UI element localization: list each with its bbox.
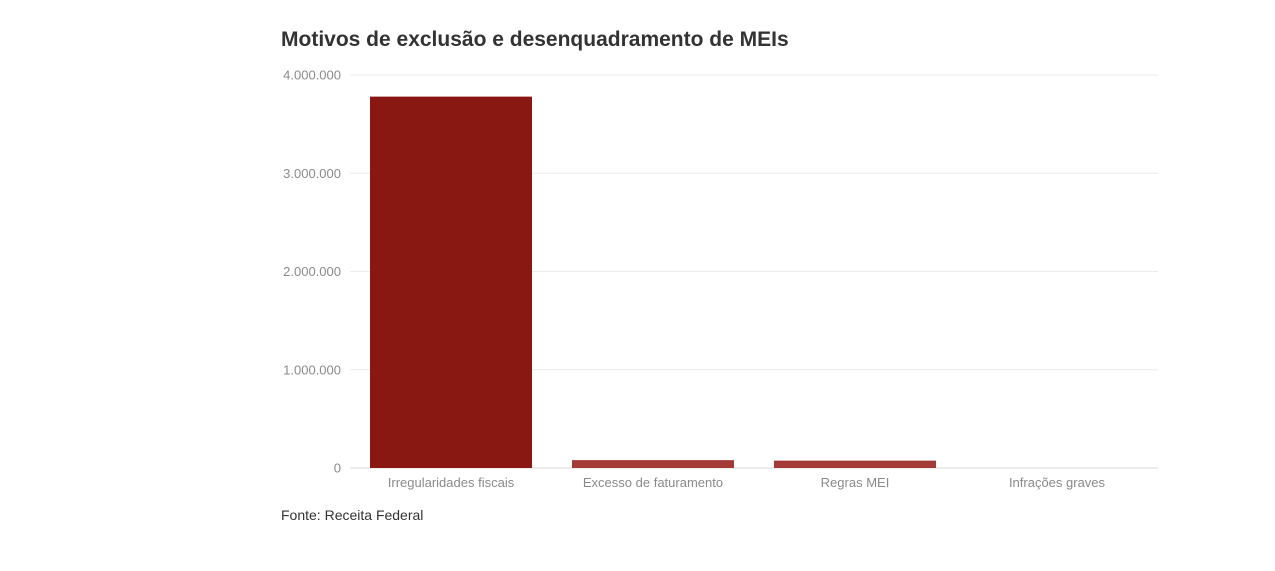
bar-excesso-de-faturamento[interactable] bbox=[572, 460, 734, 468]
y-tick-label: 3.000.000 bbox=[283, 166, 341, 181]
y-tick-label: 2.000.000 bbox=[283, 264, 341, 279]
y-tick-label: 0 bbox=[334, 461, 341, 476]
source-note: Fonte: Receita Federal bbox=[281, 507, 424, 523]
x-axis-ticks: Irregularidades fiscais Excesso de fatura… bbox=[388, 475, 1106, 490]
x-tick-label: Excesso de faturamento bbox=[583, 475, 723, 490]
bar-chart: 0 1.000.000 2.000.000 3.000.000 4.000.000 Ir… bbox=[283, 68, 1158, 490]
y-tick-label: 1.000.000 bbox=[283, 362, 341, 377]
x-tick-label: Infrações graves bbox=[1009, 475, 1106, 490]
y-tick-label: 4.000.000 bbox=[283, 68, 341, 83]
bars bbox=[370, 96, 936, 469]
bar-irregularidades-fiscais[interactable] bbox=[370, 96, 532, 469]
chart-title: Motivos de exclusão e desenquadramento d… bbox=[281, 28, 789, 51]
x-tick-label: Regras MEI bbox=[821, 475, 890, 490]
bar-regras-mei[interactable] bbox=[774, 460, 936, 468]
y-axis-ticks: 0 1.000.000 2.000.000 3.000.000 4.000.000 bbox=[283, 68, 341, 476]
gridlines bbox=[350, 74, 1158, 469]
x-tick-label: Irregularidades fiscais bbox=[388, 475, 515, 490]
